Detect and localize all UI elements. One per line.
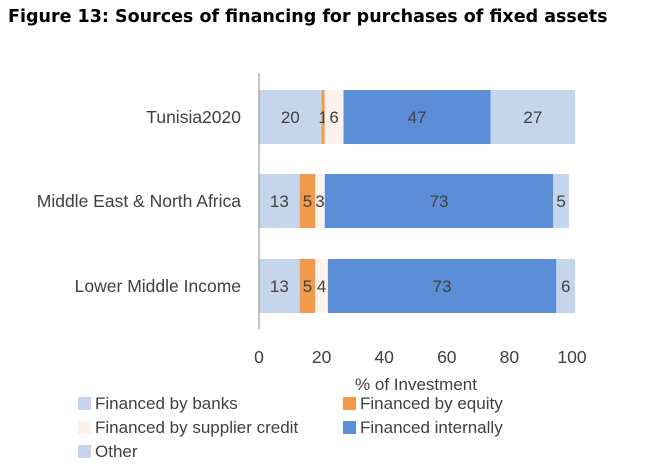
legend-swatch bbox=[78, 421, 91, 434]
bar-segment bbox=[324, 174, 554, 228]
bar-segment bbox=[259, 259, 300, 313]
legend-label: Other bbox=[95, 442, 138, 461]
data-label: 20 bbox=[281, 108, 300, 127]
legend: Financed by banks Financed by equity Finan… bbox=[78, 394, 503, 461]
x-tick-label: 60 bbox=[437, 347, 457, 367]
x-axis-title: % of Investment bbox=[355, 375, 477, 394]
legend-swatch bbox=[78, 397, 91, 410]
bar-segment bbox=[327, 259, 557, 313]
legend-swatch bbox=[78, 445, 91, 458]
data-label: 73 bbox=[433, 277, 452, 296]
bar-segment bbox=[315, 259, 328, 313]
data-label: 1 bbox=[318, 108, 327, 127]
x-tick-label: 100 bbox=[557, 347, 586, 367]
bar-segment bbox=[343, 90, 491, 144]
bar-segment bbox=[299, 174, 316, 228]
data-label: 5 bbox=[303, 192, 312, 211]
data-label: 6 bbox=[561, 277, 570, 296]
x-tick-labels: 0 20 40 60 80 100 bbox=[254, 347, 587, 367]
bar-segment bbox=[259, 174, 300, 228]
category-label: Tunisia2020 bbox=[146, 107, 241, 127]
x-tick-label: 20 bbox=[312, 347, 332, 367]
data-label: 5 bbox=[303, 277, 312, 296]
legend-label: Financed by equity bbox=[360, 394, 503, 413]
legend-label: Financed by supplier credit bbox=[95, 418, 298, 437]
category-label: Lower Middle Income bbox=[75, 276, 241, 296]
chart-title: Figure 13: Sources of financing for purc… bbox=[8, 7, 608, 27]
x-tick-label: 40 bbox=[374, 347, 394, 367]
legend-label: Financed internally bbox=[360, 418, 503, 437]
x-tick-label: 0 bbox=[254, 347, 264, 367]
bar-segment bbox=[490, 90, 576, 144]
x-tick-label: 80 bbox=[500, 347, 520, 367]
data-label: 27 bbox=[523, 108, 542, 127]
legend-label: Financed by banks bbox=[95, 394, 238, 413]
legend-swatch bbox=[343, 397, 356, 410]
bar-segment bbox=[299, 259, 316, 313]
data-label: 3 bbox=[315, 192, 324, 211]
bar-segment bbox=[321, 90, 325, 144]
data-label: 4 bbox=[317, 277, 326, 296]
bar-segment bbox=[556, 259, 576, 313]
data-label: 47 bbox=[408, 108, 427, 127]
data-label: 73 bbox=[430, 192, 449, 211]
bar-segment bbox=[553, 174, 569, 228]
data-label: 6 bbox=[329, 108, 338, 127]
data-label: 13 bbox=[270, 192, 289, 211]
data-label: 5 bbox=[556, 192, 565, 211]
legend-swatch bbox=[343, 421, 356, 434]
bar-segment bbox=[324, 90, 344, 144]
data-label: 13 bbox=[270, 277, 289, 296]
bar-segment bbox=[315, 174, 325, 228]
category-labels: Tunisia2020 Middle East & North Africa Low… bbox=[37, 107, 242, 296]
bar-segment bbox=[259, 90, 322, 144]
category-label: Middle East & North Africa bbox=[37, 191, 242, 211]
